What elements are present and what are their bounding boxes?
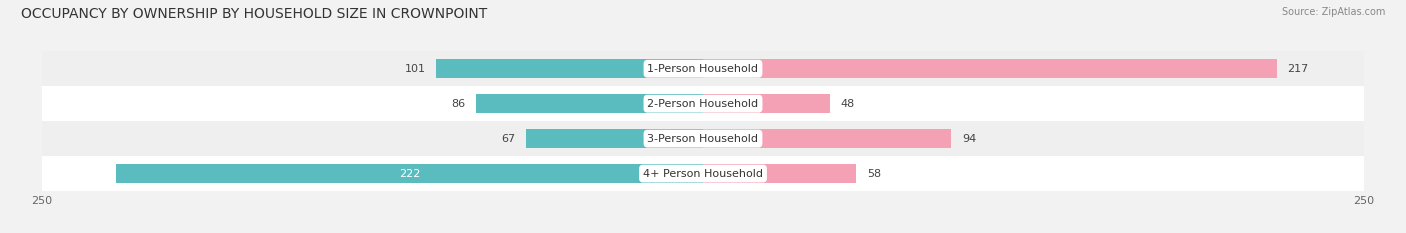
FancyBboxPatch shape <box>42 121 1364 156</box>
FancyBboxPatch shape <box>42 51 1364 86</box>
Text: OCCUPANCY BY OWNERSHIP BY HOUSEHOLD SIZE IN CROWNPOINT: OCCUPANCY BY OWNERSHIP BY HOUSEHOLD SIZE… <box>21 7 488 21</box>
Text: 94: 94 <box>962 134 976 144</box>
Text: 58: 58 <box>868 169 882 178</box>
Bar <box>436 59 703 78</box>
Bar <box>117 164 703 183</box>
Text: 86: 86 <box>451 99 465 109</box>
FancyBboxPatch shape <box>42 156 1364 191</box>
Bar <box>475 94 703 113</box>
Text: Source: ZipAtlas.com: Source: ZipAtlas.com <box>1281 7 1385 17</box>
Bar <box>526 129 703 148</box>
Text: 67: 67 <box>501 134 516 144</box>
Text: 48: 48 <box>841 99 855 109</box>
Text: 217: 217 <box>1286 64 1309 74</box>
Bar <box>703 164 856 183</box>
FancyBboxPatch shape <box>42 86 1364 121</box>
Text: 2-Person Household: 2-Person Household <box>647 99 759 109</box>
Text: 222: 222 <box>399 169 420 178</box>
Bar <box>703 59 1277 78</box>
Text: 101: 101 <box>405 64 426 74</box>
Bar <box>703 94 830 113</box>
Text: 3-Person Household: 3-Person Household <box>648 134 758 144</box>
Text: 1-Person Household: 1-Person Household <box>648 64 758 74</box>
Bar <box>703 129 952 148</box>
Text: 4+ Person Household: 4+ Person Household <box>643 169 763 178</box>
